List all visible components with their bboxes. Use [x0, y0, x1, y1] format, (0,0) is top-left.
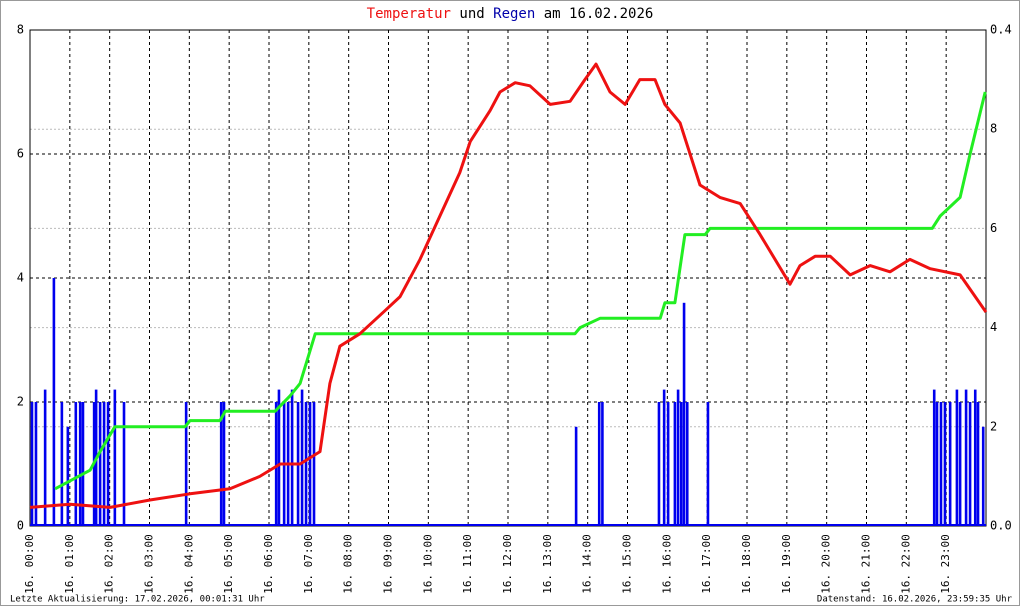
footer-left: Letzte Aktualisierung: 17.02.2026, 00:01… [10, 595, 265, 605]
x-tick-label: 16. 23:00 [939, 534, 952, 594]
rain-bar [574, 426, 578, 526]
series-line [29, 62, 988, 509]
rain-bar [43, 389, 47, 526]
rain-bar [290, 389, 294, 526]
x-tick-label: 16. 15:00 [621, 534, 634, 594]
x-tick-label: 16. 00:00 [23, 534, 36, 594]
x-tick-label: 16. 19:00 [780, 534, 793, 594]
rain-bar [685, 402, 689, 526]
rain-bar [66, 426, 70, 526]
rain-bar [964, 389, 968, 526]
x-tick-label: 16. 04:00 [182, 534, 195, 594]
x-tick-label: 16. 16:00 [660, 534, 673, 594]
x-tick-label: 16. 14:00 [581, 534, 594, 594]
rain-bar [222, 402, 226, 526]
rain-bar [106, 402, 110, 526]
x-tick-label: 16. 12:00 [501, 534, 514, 594]
rain-bar [52, 278, 56, 526]
rain-bar [939, 402, 943, 526]
rain-bar [78, 402, 82, 526]
rain-bar [676, 389, 680, 526]
rain-bar [948, 402, 952, 526]
x-tick-label: 16. 10:00 [421, 534, 434, 594]
series-line [54, 91, 987, 491]
rain-bar [277, 389, 281, 526]
y2-tick-label: 2 [990, 419, 997, 433]
rain-bar [122, 402, 126, 526]
title-und: und [459, 6, 484, 22]
y-tick-label: 6 [17, 147, 24, 161]
y2-tick-label: 6 [990, 221, 997, 235]
rain-bar [601, 402, 604, 526]
title-temperatur: Temperatur [367, 6, 451, 22]
rain-bar [943, 402, 947, 526]
rain-bar [932, 389, 936, 526]
rain-bar [308, 402, 312, 526]
rain-bar [219, 402, 223, 526]
x-tick-label: 16. 03:00 [143, 534, 156, 594]
rain-bar [312, 402, 316, 526]
x-tick-label: 16. 05:00 [222, 534, 235, 594]
y2-tick-label: 0.4 [990, 23, 1012, 37]
y2-tick-label: 0.0 [990, 519, 1012, 533]
rain-bar [81, 402, 85, 526]
rain-bar [968, 402, 972, 526]
rain-bar [113, 389, 117, 526]
rain-bar [976, 402, 980, 526]
x-tick-label: 16. 13:00 [541, 534, 554, 594]
y-tick-label: 8 [17, 23, 24, 37]
y-tick-label: 0 [17, 519, 24, 533]
rain-bar [682, 302, 686, 526]
y-tick-label: 4 [17, 271, 24, 285]
chart-title: Temperatur und Regen am 16.02.2026 [367, 6, 654, 22]
rain-bar [98, 402, 102, 526]
title-date: am 16.02.2026 [544, 6, 654, 22]
footer-right: Datenstand: 16.02.2026, 23:59:35 Uhr [817, 595, 1013, 605]
rain-bar [981, 426, 985, 526]
x-tick-label: 16. 11:00 [461, 534, 474, 594]
rain-bar [673, 402, 677, 526]
rain-bar [300, 389, 304, 526]
x-tick-label: 16. 02:00 [103, 534, 116, 594]
y2-tick-label: 8 [990, 122, 997, 136]
y-tick-label: 2 [17, 395, 24, 409]
title-regen: Regen [493, 6, 535, 22]
rain-bar [973, 389, 977, 526]
x-tick-label: 16. 01:00 [63, 534, 76, 594]
rain-bar [60, 402, 64, 526]
x-tick-label: 16. 09:00 [382, 534, 395, 594]
rain-bar [34, 402, 38, 526]
rain-bar [657, 402, 661, 526]
x-tick-label: 16. 21:00 [860, 534, 873, 594]
rain-bar [662, 389, 666, 526]
x-tick-label: 16. 08:00 [342, 534, 355, 594]
x-tick-label: 16. 18:00 [740, 534, 753, 594]
x-tick-label: 16. 22:00 [899, 534, 912, 594]
x-tick-label: 16. 20:00 [820, 534, 833, 594]
rain-bar [955, 389, 959, 526]
rain-bar [184, 402, 188, 526]
rain-bar [958, 402, 962, 526]
rain-bar [274, 402, 278, 526]
x-tick-label: 16. 07:00 [302, 534, 315, 594]
rain-bar [679, 402, 683, 526]
rain-bar [706, 402, 710, 526]
rain-bar [74, 402, 78, 526]
x-tick-label: 16. 06:00 [262, 534, 275, 594]
rain-bar [935, 402, 939, 526]
y2-tick-label: 4 [990, 320, 997, 334]
rain-bar [102, 402, 106, 526]
rain-bar [304, 402, 308, 526]
rain-bar [666, 402, 670, 526]
rain-bar [597, 402, 601, 526]
rain-bar [30, 402, 34, 526]
x-tick-label: 16. 17:00 [700, 534, 713, 594]
